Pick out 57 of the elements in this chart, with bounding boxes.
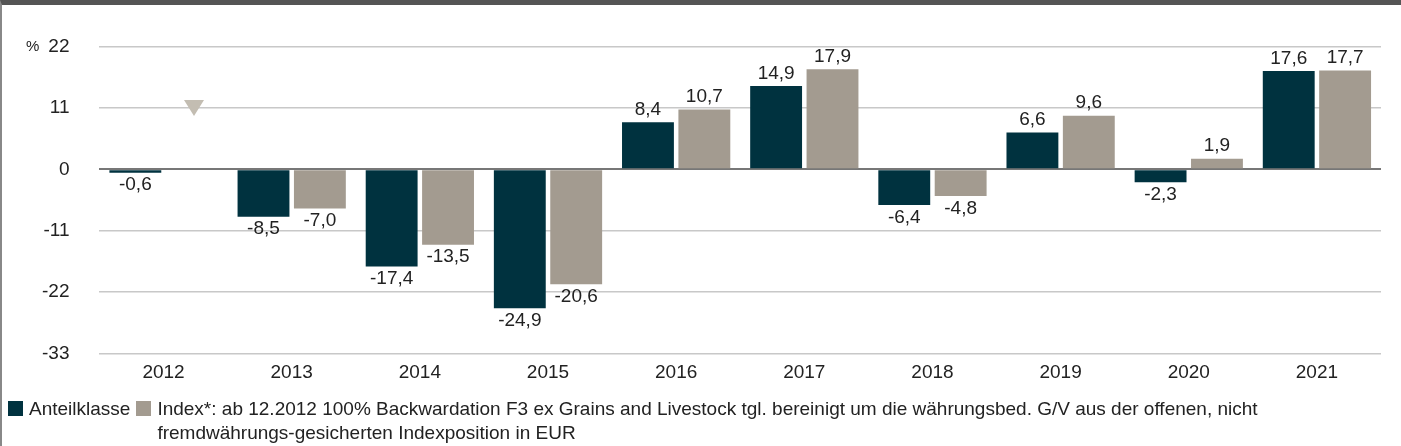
x-tick-label: 2020 <box>1167 361 1210 383</box>
data-label: -17,4 <box>370 267 414 289</box>
y-tick-label: 11 <box>49 96 70 118</box>
data-label: 8,4 <box>634 98 662 120</box>
x-tick-label: 2013 <box>270 361 313 383</box>
data-label: -4,8 <box>944 196 978 218</box>
data-label: -8,5 <box>247 217 280 239</box>
bar <box>293 170 346 209</box>
bar <box>550 170 603 285</box>
y-tick-label: -33 <box>41 341 70 363</box>
bar <box>1262 70 1315 169</box>
bar <box>422 170 474 245</box>
data-label: -20,6 <box>554 285 598 307</box>
bar <box>934 170 987 197</box>
bar <box>678 109 731 169</box>
data-label: 17,9 <box>814 45 851 67</box>
data-label: -24,9 <box>498 309 542 331</box>
y-axis-title: % <box>26 37 40 54</box>
legend-label: Index*: ab 12.2012 100% Backwardation F3 ex Grains and Livestock tgl. bereinigt um die währungsbed. G/V aus der offenen, nicht fremdwährungs-gesicherten Indexposition in EUR <box>157 397 1259 445</box>
data-label: 9,6 <box>1075 91 1103 113</box>
bar <box>109 170 162 173</box>
data-label: -0,6 <box>118 173 152 195</box>
x-tick-label: 2018 <box>911 361 954 383</box>
x-tick-label: 2021 <box>1295 361 1339 383</box>
y-tick-label: 22 <box>48 34 70 56</box>
bar <box>493 170 546 309</box>
data-label: 14,9 <box>757 61 795 83</box>
x-tick-label: 2016 <box>655 361 698 383</box>
legend-label: Anteilklasse <box>29 397 131 421</box>
data-label: 17,7 <box>1326 46 1364 68</box>
data-label: -2,3 <box>1144 182 1177 204</box>
data-label: 10,7 <box>685 85 723 107</box>
data-label: -7,0 <box>303 209 337 231</box>
bar <box>622 122 674 169</box>
data-label: 6,6 <box>1019 108 1046 130</box>
data-label: 1,9 <box>1203 134 1231 156</box>
x-tick-label: 2014 <box>398 361 442 383</box>
x-tick-label: 2019 <box>1039 361 1082 383</box>
x-tick-label: 2012 <box>142 361 185 383</box>
bar <box>878 170 931 206</box>
bar <box>750 86 803 169</box>
bar <box>1191 158 1243 169</box>
bar <box>237 170 290 217</box>
bar <box>365 170 418 267</box>
y-tick-label: 0 <box>58 157 70 179</box>
bar <box>1062 115 1115 169</box>
bar <box>1006 132 1059 169</box>
y-tick-label: -11 <box>43 218 70 240</box>
x-tick-label: 2015 <box>526 361 570 383</box>
bar <box>806 69 859 169</box>
y-tick-label: -22 <box>41 280 70 302</box>
data-label: -6,4 <box>887 205 922 227</box>
data-label: 17,6 <box>1270 46 1308 68</box>
bar <box>1134 170 1187 183</box>
data-label: -13,5 <box>426 245 470 267</box>
x-tick-label: 2017 <box>783 361 826 383</box>
bar <box>1319 70 1372 169</box>
